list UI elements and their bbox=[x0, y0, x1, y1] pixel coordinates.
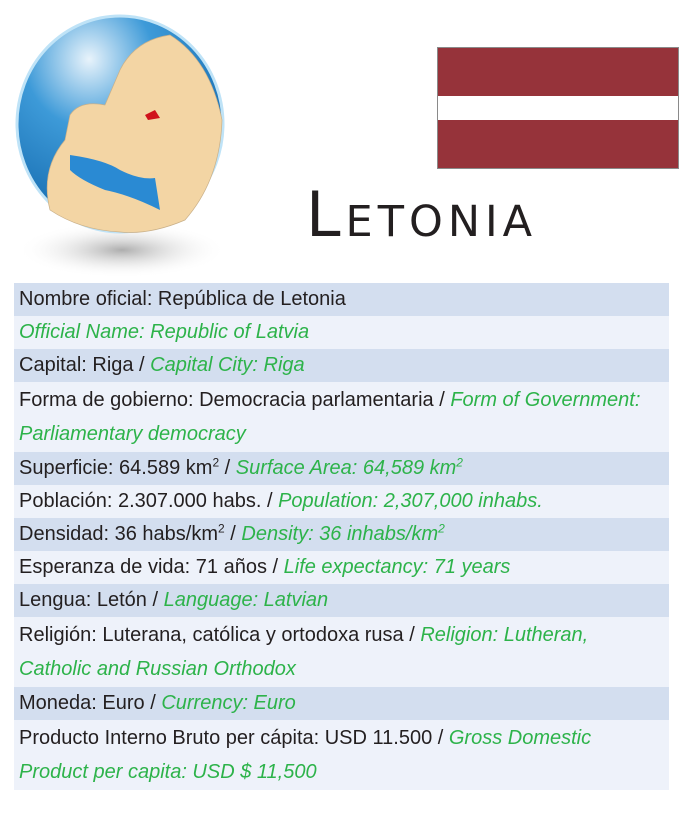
country-title: Letonia bbox=[306, 178, 538, 251]
fact-spanish: Densidad: 36 habs/km bbox=[19, 523, 219, 545]
fact-row: Moneda: Euro / Currency: Euro bbox=[14, 687, 669, 720]
superscript: 2 bbox=[212, 455, 220, 470]
fact-row: Capital: Riga / Capital City: Riga bbox=[14, 349, 669, 382]
fact-row: Religión: Luterana, católica y ortodoxa … bbox=[14, 617, 669, 687]
fact-spanish: Religión: Luterana, católica y ortodoxa … bbox=[19, 624, 421, 646]
fact-row: Lengua: Letón / Language: Latvian bbox=[14, 584, 669, 617]
fact-row: Forma de gobierno: Democracia parlamenta… bbox=[14, 382, 669, 452]
fact-row: Nombre oficial: República de Letonia bbox=[14, 283, 669, 316]
fact-row: Densidad: 36 habs/km2 / Density: 36 inha… bbox=[14, 518, 669, 551]
fact-spanish: Nombre oficial: República de Letonia bbox=[19, 288, 346, 310]
fact-english: Population: 2,307,000 inhabs. bbox=[278, 490, 543, 512]
fact-english: Form of Government: Parliamentary democr… bbox=[19, 389, 641, 445]
fact-spanish: Capital: Riga / bbox=[19, 354, 151, 376]
fact-english: Capital City: Riga bbox=[150, 354, 305, 376]
fact-spanish: Moneda: Euro / bbox=[19, 692, 162, 714]
globe-map-europe bbox=[15, 14, 227, 278]
fact-english: Religion: Lutheran, Catholic and Russian… bbox=[19, 624, 589, 680]
fact-row: Superficie: 64.589 km2 / Surface Area: 6… bbox=[14, 452, 669, 485]
fact-english: Density: 36 inhabs/km bbox=[241, 523, 439, 545]
separator: / bbox=[219, 457, 236, 479]
latvia-highlight bbox=[145, 110, 160, 120]
superscript: 2 bbox=[438, 521, 445, 536]
fact-row: Esperanza de vida: 71 años / Life expect… bbox=[14, 551, 669, 584]
country-facts-table: Nombre oficial: República de Letonia Offi… bbox=[14, 283, 669, 790]
fact-spanish: Superficie: 64.589 km bbox=[19, 457, 213, 479]
fact-english: Currency: Euro bbox=[161, 692, 296, 714]
fact-english: Surface Area: 64,589 km bbox=[235, 457, 457, 479]
fact-spanish: Producto Interno Bruto per cápita: USD 1… bbox=[19, 727, 449, 749]
fact-row: Producto Interno Bruto per cápita: USD 1… bbox=[14, 720, 669, 790]
fact-english: Official Name: Republic of Latvia bbox=[19, 321, 310, 343]
fact-spanish: Población: 2.307.000 habs. / bbox=[19, 490, 279, 512]
fact-english: Language: Latvian bbox=[163, 589, 329, 611]
fact-spanish: Forma de gobierno: Democracia parlamenta… bbox=[19, 389, 451, 411]
superscript: 2 bbox=[218, 521, 225, 536]
fact-spanish: Lengua: Letón / bbox=[19, 589, 164, 611]
latvia-flag bbox=[437, 47, 679, 169]
fact-english: Life expectancy: 71 years bbox=[283, 556, 511, 578]
fact-row: Official Name: Republic of Latvia bbox=[14, 316, 669, 349]
fact-row: Población: 2.307.000 habs. / Population:… bbox=[14, 485, 669, 518]
fact-spanish: Esperanza de vida: 71 años / bbox=[19, 556, 284, 578]
separator: / bbox=[224, 523, 242, 545]
superscript: 2 bbox=[456, 455, 463, 470]
fact-english: Gross Domestic Product per capita: USD $… bbox=[19, 727, 592, 783]
